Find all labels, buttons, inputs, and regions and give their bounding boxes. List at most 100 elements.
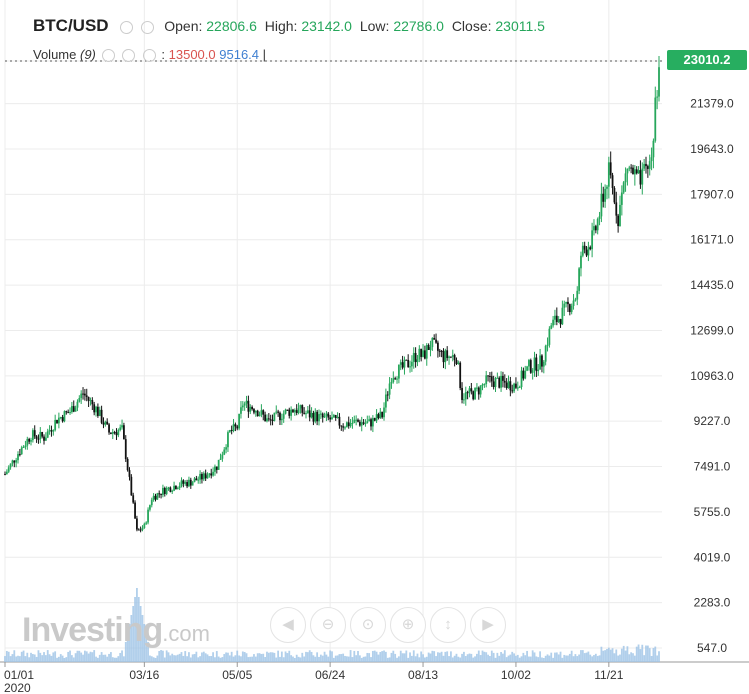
candle-body	[565, 301, 568, 304]
volume-bar	[606, 648, 608, 662]
volume-bar	[518, 657, 521, 662]
candle-body	[423, 350, 426, 359]
volume-bar	[160, 650, 162, 662]
y-tick-label: 16171.0	[690, 233, 734, 247]
volume-bar	[115, 657, 118, 662]
eye-icon[interactable]	[120, 20, 134, 34]
candle-body	[483, 384, 486, 386]
volume-end-marker: |	[262, 47, 267, 62]
candle-body	[427, 345, 430, 350]
candle-body	[108, 424, 110, 433]
volume-bar	[624, 650, 627, 662]
gear-icon[interactable]	[141, 20, 155, 34]
volume-bar	[212, 652, 214, 662]
volume-bar	[31, 654, 34, 662]
volume-bar	[78, 650, 81, 662]
volume-bar	[70, 655, 73, 662]
y-tick-label: 14435.0	[690, 278, 734, 292]
volume-bar	[113, 657, 116, 662]
zoom-in-button[interactable]: ⊕	[390, 607, 426, 643]
candle-body	[284, 409, 287, 414]
zoom-reset-button[interactable]: ⊙	[350, 607, 386, 643]
candle-body	[645, 163, 647, 167]
candle-body	[503, 380, 506, 383]
candle-body	[451, 355, 454, 357]
candle-body	[366, 421, 369, 424]
logo-suffix: .com	[162, 621, 210, 646]
volume-bar	[420, 651, 423, 662]
volume-bar	[295, 654, 298, 662]
candle-body	[609, 162, 612, 176]
candle-body	[470, 388, 473, 392]
volume-bar	[502, 653, 504, 662]
volume-bar	[453, 655, 456, 662]
eye-icon[interactable]	[101, 49, 115, 63]
volume-bar	[18, 656, 21, 662]
candle-body	[4, 474, 6, 476]
candle-body	[505, 382, 508, 388]
volume-bar	[457, 656, 460, 662]
volume-bar	[202, 651, 205, 662]
scroll-mode-button[interactable]: ↕	[430, 607, 466, 643]
candle-body	[297, 408, 300, 414]
candle-body	[550, 325, 553, 329]
candle-body	[437, 342, 439, 351]
candle-body	[386, 394, 389, 396]
volume-bar	[483, 651, 486, 662]
zoom-out-button[interactable]: ⊖	[310, 607, 346, 643]
volume-bar	[557, 654, 560, 662]
candle-body	[489, 375, 491, 377]
candle-body	[70, 406, 73, 413]
candle-body	[72, 406, 75, 412]
volume-bar	[227, 652, 229, 662]
candle-body	[149, 505, 151, 510]
candle-body	[15, 460, 18, 463]
x-tick-label: 08/13	[408, 668, 438, 682]
y-tick-label: 19643.0	[690, 142, 734, 156]
volume-bar	[548, 655, 551, 662]
volume-bar	[33, 654, 36, 662]
candle-body	[624, 173, 627, 183]
volume-bar	[72, 657, 75, 662]
candle-body	[620, 192, 623, 205]
candle-body	[485, 375, 488, 385]
low-value: 22786.0	[393, 18, 444, 34]
candle-body	[76, 401, 79, 408]
scroll-left-button[interactable]: ◀	[270, 607, 306, 643]
candle-body	[375, 414, 378, 421]
volume-bar	[243, 651, 246, 662]
volume-bar	[565, 655, 568, 662]
volume-bar	[552, 657, 554, 662]
candle-body	[234, 424, 237, 427]
candle-body	[572, 300, 575, 306]
volume-bar	[357, 651, 359, 662]
x-tick-label: 10/02	[501, 668, 531, 682]
candle-body	[104, 421, 107, 425]
candle-body	[212, 471, 214, 476]
candle-body	[82, 393, 84, 395]
candle-body	[279, 412, 281, 421]
candle-body	[46, 431, 49, 438]
investing-logo: Investing.com	[22, 611, 210, 650]
candle-body	[44, 437, 47, 441]
y-tick-label: 5755.0	[694, 505, 731, 519]
volume-bar	[175, 655, 177, 662]
volume-bar	[598, 655, 601, 662]
candle-body	[28, 439, 31, 442]
volume-bar	[583, 653, 586, 662]
volume-bar	[254, 656, 257, 662]
candle-body	[243, 403, 246, 406]
gear-icon[interactable]	[122, 49, 136, 63]
scroll-right-button[interactable]: ▶	[470, 607, 506, 643]
close-icon[interactable]	[142, 49, 156, 63]
candle-body	[600, 193, 603, 217]
candle-body	[306, 410, 309, 414]
volume-bar	[180, 652, 183, 662]
candle-body	[117, 430, 120, 436]
candle-body	[121, 425, 123, 428]
volume-bar	[256, 653, 259, 662]
candle-body	[379, 411, 382, 419]
x-axis-ticks: 01/01 03/16 05/05 06/24 08/13 10/02 11/21 2020	[4, 662, 624, 694]
candle-body	[604, 188, 607, 202]
